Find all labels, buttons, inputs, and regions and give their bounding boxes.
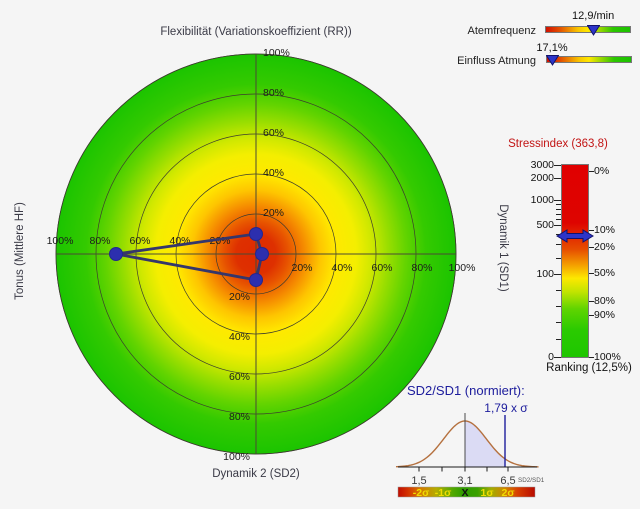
- data-point: [255, 247, 269, 261]
- stress-minor-tick: [556, 322, 561, 323]
- stress-right-scale-label: 80%: [594, 295, 616, 307]
- stress-left-scale-label: 500: [536, 219, 554, 231]
- ring-label-right: 40%: [331, 262, 352, 274]
- gauge-label-einfluss-atmung: Einfluss Atmung: [457, 55, 536, 67]
- sigma-label: -2σ: [413, 487, 430, 499]
- dist-shaded-area: [465, 421, 505, 467]
- stress-left-scale-label: 1000: [530, 194, 554, 206]
- stress-right-scale-label: 20%: [594, 241, 616, 253]
- sigma-label: -1σ: [435, 487, 452, 499]
- distribution-title: SD2/SD1 (normiert):: [407, 383, 525, 398]
- ring-label-bottom: 60%: [229, 371, 250, 383]
- stress-left-scale-label: 2000: [530, 172, 554, 184]
- stress-minor-tick: [556, 244, 561, 245]
- gauge-marker-icon: [545, 55, 559, 66]
- ring-label-top: 40%: [263, 167, 284, 179]
- ring-label-right: 60%: [371, 262, 392, 274]
- ring-label-left: 60%: [129, 235, 150, 247]
- ring-label-top: 100%: [263, 47, 290, 59]
- stress-right-scale-label: 90%: [594, 309, 616, 321]
- gauge-marker-icon: [586, 25, 600, 36]
- ring-label-top: 20%: [263, 207, 284, 219]
- stress-left-tick: [554, 165, 561, 166]
- ring-label-left: 100%: [47, 235, 74, 247]
- stress-right-tick: [589, 171, 594, 172]
- stress-minor-tick: [556, 290, 561, 291]
- stress-minor-tick: [556, 339, 561, 340]
- radar-ring-labels: 20%20%20%20%40%40%40%40%60%60%60%60%80%8…: [47, 47, 476, 463]
- ring-label-bottom: 100%: [223, 451, 250, 463]
- stress-minor-tick: [556, 306, 561, 307]
- stress-right-scale-label: 10%: [594, 224, 616, 236]
- data-point: [249, 227, 263, 241]
- axis-label-dynamik1: Dynamik 1 (SD1): [497, 204, 509, 292]
- radar-data-polygon: [109, 227, 269, 287]
- dist-tick-label: 3,1: [457, 475, 472, 487]
- ring-label-bottom: 40%: [229, 331, 250, 343]
- radar-chart: 20%20%20%20%40%40%40%40%60%60%60%60%80%8…: [47, 47, 476, 463]
- stress-left-tick: [554, 200, 561, 201]
- gauge-value-atemfrequenz: 12,9/min: [572, 10, 615, 22]
- sigma-label: 1σ: [480, 487, 493, 499]
- stress-right-tick: [589, 230, 594, 231]
- stress-right-scale-label: 0%: [594, 165, 610, 177]
- stress-left-tick: [554, 225, 561, 226]
- stress-right-tick: [589, 247, 594, 248]
- stress-left-tick: [554, 357, 561, 358]
- stress-right-tick: [589, 357, 594, 358]
- dist-tick-label: 1,5: [411, 475, 426, 487]
- ring-label-bottom: 80%: [229, 411, 250, 423]
- dist-axis-unit: SD2/SD1: [518, 477, 545, 484]
- ring-label-bottom: 20%: [229, 291, 250, 303]
- stress-minor-tick: [556, 209, 561, 210]
- stress-minor-tick: [556, 258, 561, 259]
- dist-sigma-colorbar: [397, 486, 536, 498]
- stress-right-tick: [589, 315, 594, 316]
- sigma-label: X: [461, 487, 468, 499]
- stress-right-tick: [589, 301, 594, 302]
- stress-right-scale-label: 100%: [594, 351, 621, 363]
- ring-label-left: 80%: [89, 235, 110, 247]
- distribution-chart: 1,5 3,1 6,5 SD2/SD1 -2σ -1σ X 1σ 2σ: [395, 413, 545, 499]
- stress-right-scale-label: 50%: [594, 267, 616, 279]
- distribution-value: 1,79 x σ: [484, 401, 528, 415]
- dist-tick-label: 6,5: [500, 475, 515, 487]
- stress-ranking-label: Ranking (12,5%): [546, 362, 632, 374]
- gauge-bar-einfluss-atmung: [546, 56, 632, 63]
- stress-left-tick: [554, 178, 561, 179]
- stress-left-tick: [554, 274, 561, 275]
- stress-minor-tick: [556, 214, 561, 215]
- stress-marker-icon: [556, 229, 594, 243]
- sigma-label: 2σ: [501, 487, 514, 499]
- ring-label-right: 20%: [291, 262, 312, 274]
- stress-left-scale-label: 0: [548, 351, 554, 363]
- stress-left-scale-label: 3000: [530, 159, 554, 171]
- stress-minor-tick: [556, 204, 561, 205]
- ring-label-top: 60%: [263, 127, 284, 139]
- stress-right-tick: [589, 273, 594, 274]
- stress-index-bar: [561, 164, 589, 358]
- gauge-value-einfluss-atmung: 17,1%: [536, 42, 568, 54]
- stress-index-title: Stressindex (363,8): [508, 138, 608, 150]
- data-point: [249, 273, 263, 287]
- stress-left-scale-label: 100: [536, 268, 554, 280]
- data-point: [109, 247, 123, 261]
- stress-minor-tick: [556, 219, 561, 220]
- radar-title: Flexibilität (Variationskoeffizient (RR)…: [160, 26, 352, 38]
- ring-label-top: 80%: [263, 87, 284, 99]
- gauge-label-atemfrequenz: Atemfrequenz: [467, 25, 536, 37]
- stress-minor-tick: [556, 234, 561, 235]
- ring-label-right: 100%: [449, 262, 476, 274]
- dist-bell-curve: [395, 420, 539, 468]
- ring-label-right: 80%: [411, 262, 432, 274]
- axis-label-dynamik2: Dynamik 2 (SD2): [212, 468, 300, 480]
- axis-label-tonus: Tonus (Mittlere HF): [14, 202, 26, 300]
